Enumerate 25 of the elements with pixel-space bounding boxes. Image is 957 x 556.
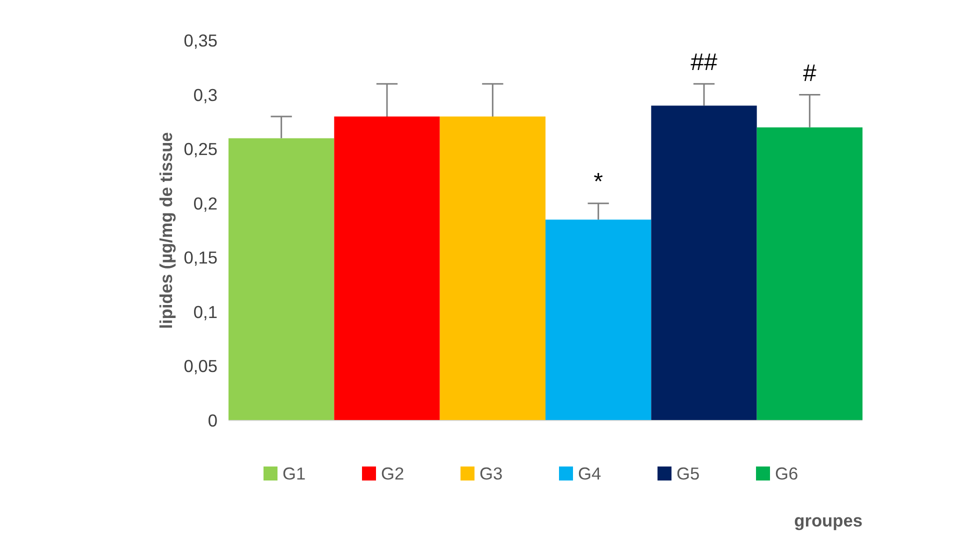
legend-label: G4 (578, 464, 602, 484)
bar (546, 220, 652, 420)
bar (651, 106, 757, 420)
y-tick-label: 0,35 (184, 30, 218, 50)
annotation: * (594, 168, 604, 196)
legend-label: G5 (676, 464, 700, 484)
bar (228, 138, 334, 420)
y-tick-label: 0,3 (193, 84, 218, 105)
bar (756, 127, 862, 420)
y-tick-label: 0,25 (184, 139, 218, 160)
annotation: ## (690, 48, 718, 76)
y-tick-label: 0,05 (184, 356, 218, 376)
x-axis-title: groupes (794, 510, 863, 530)
y-tick-label: 0,2 (193, 193, 218, 214)
y-tick-label: 0 (208, 410, 218, 430)
y-axis-title: lipides (µg/mg de tissue (156, 132, 176, 329)
bar (334, 116, 440, 420)
annotation: # (802, 60, 817, 87)
legend-label: G2 (381, 464, 404, 484)
legend-label: G1 (282, 464, 306, 484)
legend-label: G3 (480, 464, 503, 484)
bar (440, 116, 546, 420)
y-tick-label: 0,1 (193, 302, 218, 322)
legend-label: G6 (775, 464, 798, 484)
y-tick-label: 0,15 (184, 248, 218, 268)
